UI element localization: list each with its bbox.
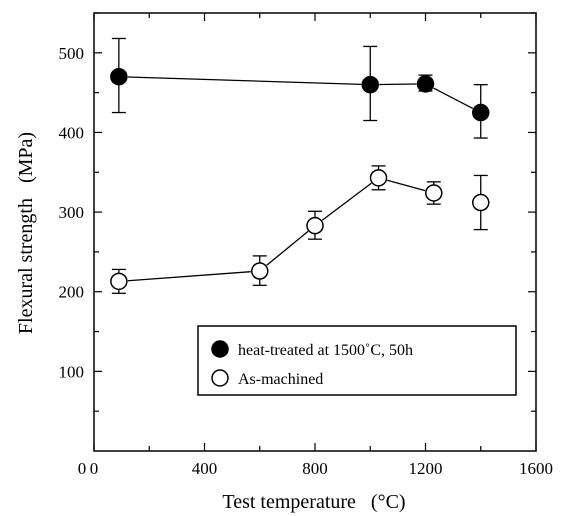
error-bars: [111, 37, 488, 294]
axes: 0 400 800 1200 1600 100 200 300 400 500 0: [59, 12, 553, 478]
data-markers: [110, 67, 490, 291]
x-axis-title: Test temperature (°C): [222, 491, 405, 513]
x-tick-label: 0: [90, 459, 99, 478]
series-line-heat-treated: [433, 87, 474, 109]
y-tick-label: 500: [59, 44, 85, 63]
data-point-as-machined: [251, 262, 269, 280]
series-line-heat-treated: [379, 83, 417, 86]
legend-label-as-machined: As-machined: [238, 371, 323, 388]
x-tick-label: 1600: [519, 459, 553, 478]
series-lines: [127, 76, 474, 282]
legend: heat-treated at 1500˚C, 50h As-machined: [197, 325, 517, 396]
legend-label-heat-treated: heat-treated at 1500˚C, 50h: [238, 342, 413, 359]
data-point-as-machined: [369, 169, 388, 187]
data-point-as-machined: [472, 193, 490, 212]
legend-marker-heat-treated: [211, 340, 229, 358]
y-tick-label: 100: [59, 362, 85, 381]
data-point-heat-treated: [416, 75, 435, 93]
data-point-heat-treated: [472, 103, 490, 122]
y-axis-title: Flexural strength (MPa): [15, 132, 37, 334]
y-tick-label: 400: [59, 123, 85, 142]
series-line-heat-treated: [127, 76, 362, 86]
data-point-heat-treated: [361, 75, 379, 94]
data-point-as-machined: [306, 216, 324, 235]
legend-box: [197, 325, 517, 396]
x-tick-label: 400: [192, 459, 218, 478]
data-point-as-machined: [110, 272, 128, 291]
series-line-as-machined: [127, 271, 251, 282]
y-tick-label: 300: [59, 203, 85, 222]
series-line-as-machined: [321, 182, 372, 221]
x-tick-label: 800: [302, 459, 328, 478]
legend-marker-as-machined: [211, 369, 229, 387]
y-tick-label: 200: [59, 283, 85, 302]
y-tick-label-zero: 0: [78, 459, 87, 478]
series-line-as-machined: [266, 230, 309, 266]
x-tick-label: 1200: [409, 459, 443, 478]
data-point-as-machined: [425, 184, 443, 202]
series-line-as-machined: [387, 179, 426, 192]
data-point-heat-treated: [110, 67, 128, 86]
